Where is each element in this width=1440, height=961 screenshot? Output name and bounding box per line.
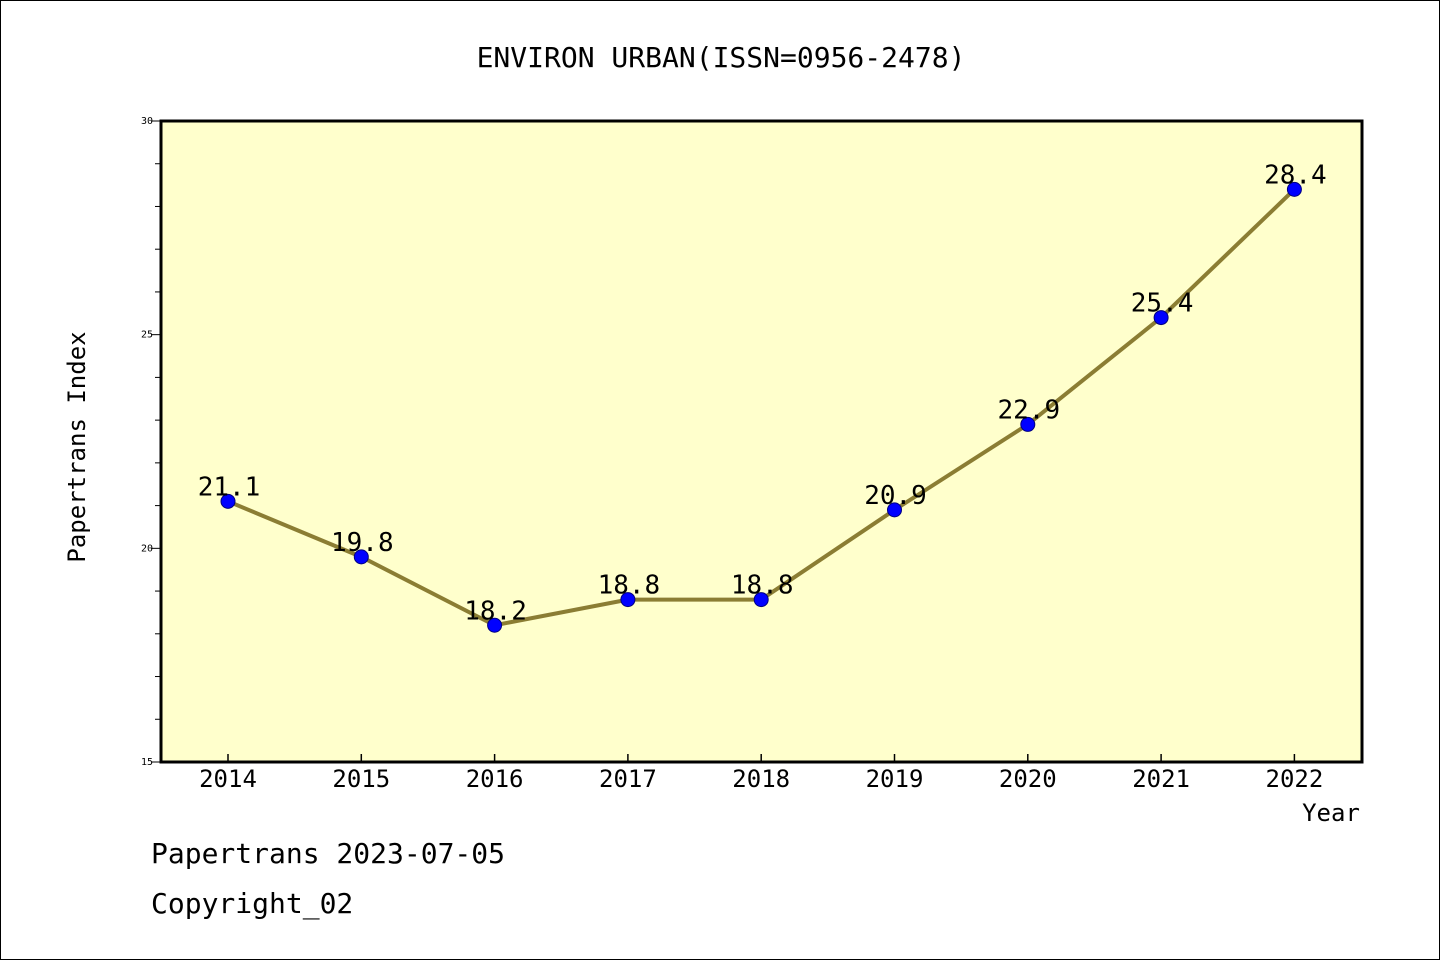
y-tick-label: 15 [141,757,153,768]
data-label: 20.9 [864,481,927,511]
data-point [220,493,236,509]
x-tick-label: 2016 [466,765,524,793]
data-label: 25.4 [1131,289,1194,319]
x-tick-label: 2017 [599,765,657,793]
data-point [353,549,369,565]
data-point [487,617,503,633]
x-tick-label: 2020 [999,765,1057,793]
data-point [753,592,769,608]
y-tick-label: 20 [141,543,153,554]
data-point [1286,181,1302,197]
series-layer: 21.1 19.8 18.2 18.8 18.8 20.9 22.9 25.4 28.4 [198,160,1327,633]
x-axis-label: Year [1302,799,1360,827]
x-axis: 2014 2015 2016 2017 2018 2019 2020 2021 2022 [199,754,1323,793]
y-tick-label: 30 [141,116,153,127]
data-label: 19.8 [331,528,394,558]
x-tick-label: 2022 [1266,765,1324,793]
y-axis-label: Papertrans Index [63,331,91,562]
y-axis: 15 20 25 30 [141,116,161,768]
data-label: 18.8 [598,571,661,601]
data-point [1153,310,1169,326]
y-tick-label: 25 [141,330,153,341]
data-label: 22.9 [997,395,1060,425]
x-tick-label: 2014 [199,765,257,793]
data-point [1020,416,1036,432]
x-tick-label: 2015 [332,765,390,793]
x-tick-label: 2019 [866,765,924,793]
data-label: 21.1 [198,472,261,502]
footer-date: Papertrans 2023-07-05 [151,837,506,870]
plot-area [159,119,1364,764]
data-label: 28.4 [1264,160,1327,190]
chart-title: ENVIRON URBAN(ISSN=0956-2478) [477,41,966,74]
footer-copyright: Copyright_02 [151,887,354,920]
x-tick-label: 2018 [732,765,790,793]
data-label: 18.2 [464,596,527,626]
data-label: 18.8 [731,571,794,601]
data-point [887,502,902,518]
x-tick-label: 2021 [1132,765,1190,793]
data-point [620,592,636,608]
